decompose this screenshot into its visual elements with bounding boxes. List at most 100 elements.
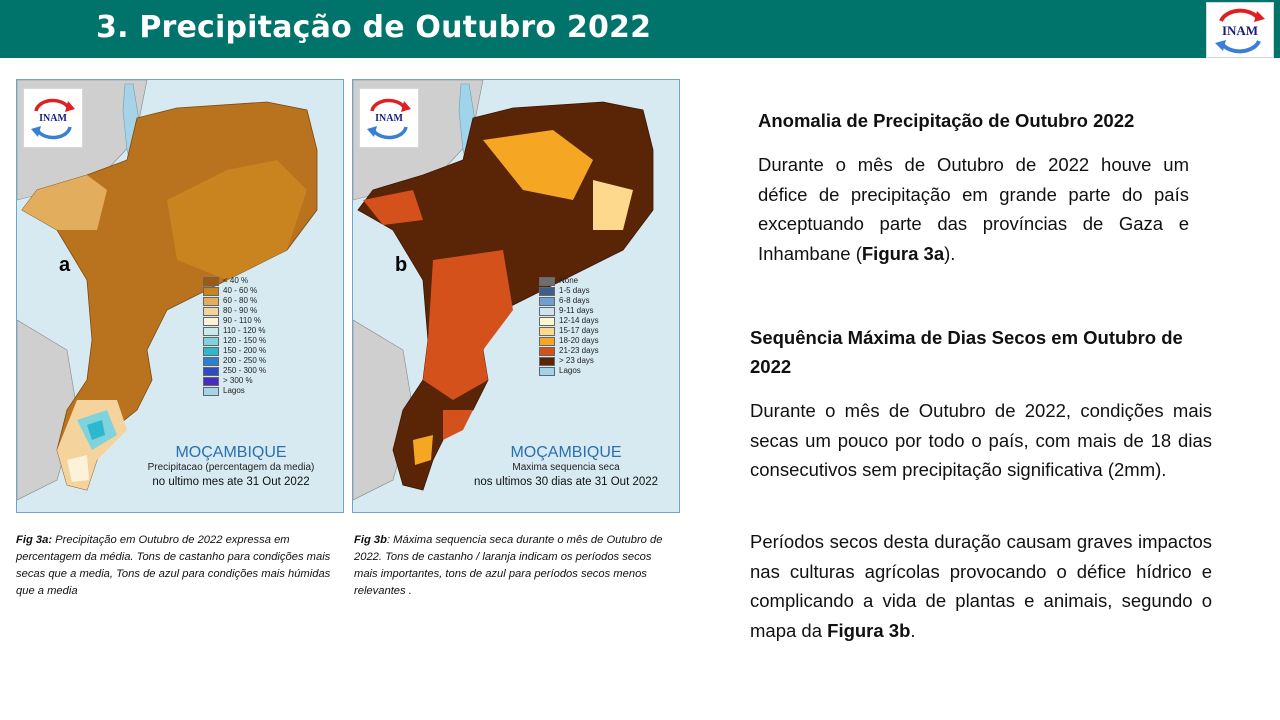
legend-item: Lagos: [539, 366, 599, 376]
legend-label: 21-23 days: [559, 346, 599, 355]
legend-swatch: [539, 346, 555, 356]
logo-arrows-icon: [31, 98, 75, 140]
section-dry-spell-title: Sequência Máxima de Dias Secos em Outubr…: [750, 327, 1183, 377]
legend-label: Lagos: [223, 386, 245, 395]
dry-spell-text-end: .: [910, 619, 916, 641]
legend-swatch: [203, 326, 219, 336]
fig-3a-caption: Fig 3a: Precipitação em Outubro de 2022 …: [16, 532, 334, 600]
map-b-caption: MOÇAMBIQUE Maxima sequencia seca nos ult…: [457, 444, 675, 488]
map-a-inam-logo: INAM: [23, 88, 83, 148]
legend-item: > 23 days: [539, 356, 599, 366]
legend-label: 150 - 200 %: [223, 346, 267, 355]
map-b-legend: None 1-5 days 6-8 days 9-11 days 12-14 days 1…: [539, 276, 599, 376]
legend-item: 6-8 days: [539, 296, 599, 306]
legend-label: Lagos: [559, 366, 581, 375]
legend-item: > 300 %: [203, 376, 266, 386]
dry-spell-text: Períodos secos desta duração causam grav…: [750, 531, 1212, 641]
map-a-legend: < 40 % 40 - 60 % 60 - 80 % 80 - 90 % 90 - 11…: [203, 276, 266, 396]
legend-swatch: [203, 276, 219, 286]
legend-swatch: [203, 336, 219, 346]
legend-label: 200 - 250 %: [223, 356, 267, 365]
legend-item: None: [539, 276, 599, 286]
section-anomaly-body: Durante o mês de Outubro de 2022 houve u…: [758, 150, 1189, 268]
legend-item: 18-20 days: [539, 336, 599, 346]
logo-arrows-icon: [1215, 8, 1265, 54]
legend-label: 40 - 60 %: [223, 286, 258, 295]
inam-logo: INAM: [1206, 2, 1274, 58]
legend-item: 150 - 200 %: [203, 346, 266, 356]
map-3b-graphic: [353, 80, 679, 512]
legend-swatch: [203, 386, 219, 396]
legend-item: 21-23 days: [539, 346, 599, 356]
header-bar: 3. Precipitação de Outubro 2022 INAM: [0, 0, 1280, 58]
legend-swatch: [539, 296, 555, 306]
anomaly-text: Durante o mês de Outubro de 2022 houve u…: [758, 154, 1189, 264]
legend-swatch: [203, 296, 219, 306]
legend-label: 80 - 90 %: [223, 306, 258, 315]
legend-item: 15-17 days: [539, 326, 599, 336]
panel-letter-a: a: [59, 254, 71, 276]
legend-label: > 300 %: [223, 376, 253, 385]
map-a-country: MOÇAMBIQUE: [175, 444, 287, 461]
legend-item: 9-11 days: [539, 306, 599, 316]
legend-label: 18-20 days: [559, 336, 599, 345]
legend-swatch: [203, 306, 219, 316]
map-a-subtitle: Precipitacao (percentagem da media): [147, 462, 315, 473]
legend-item: 60 - 80 %: [203, 296, 266, 306]
panel-letter-b: b: [395, 254, 408, 276]
legend-item: 120 - 150 %: [203, 336, 266, 346]
legend-item: < 40 %: [203, 276, 266, 286]
legend-label: 9-11 days: [559, 306, 594, 315]
legend-swatch: [539, 366, 555, 376]
map-b-subtitle: Maxima sequencia seca: [512, 462, 620, 473]
legend-swatch: [203, 316, 219, 326]
legend-label: 60 - 80 %: [223, 296, 258, 305]
fig-3b-caption: Fig 3b: Máxima sequencia seca durante o …: [354, 532, 678, 600]
legend-item: 1-5 days: [539, 286, 599, 296]
legend-label: 110 - 120 %: [223, 326, 266, 335]
legend-swatch: [203, 376, 219, 386]
anomaly-text-end: ).: [944, 242, 956, 264]
logo-text: INAM: [375, 113, 403, 124]
logo-text: INAM: [39, 113, 67, 124]
fig-3b-text: : Máxima sequencia seca durante o mês de…: [354, 534, 663, 597]
legend-label: 1-5 days: [559, 286, 590, 295]
legend-swatch: [203, 366, 219, 376]
legend-swatch: [539, 326, 555, 336]
section-dry-spell-para2: Períodos secos desta duração causam grav…: [750, 527, 1212, 645]
legend-label: 90 - 110 %: [223, 316, 262, 325]
dry-spell-figure-ref: Figura 3b: [827, 619, 911, 641]
legend-swatch: [539, 286, 555, 296]
legend-item: 250 - 300 %: [203, 366, 266, 376]
logo-text: INAM: [1221, 23, 1259, 38]
map-a-period: no ultimo mes ate 31 Out 2022: [152, 476, 310, 488]
legend-swatch: [203, 356, 219, 366]
legend-swatch: [539, 276, 555, 286]
fig-3b-label: Fig 3b: [354, 534, 387, 546]
legend-swatch: [539, 356, 555, 366]
map-a-caption: MOÇAMBIQUE Precipitacao (percentagem da …: [127, 444, 335, 488]
section-anomaly-title: Anomalia de Precipitação de Outubro 2022: [758, 110, 1135, 131]
map-3a-precipitation-anomaly: INAM a < 40 % 40 - 60 % 60 - 80 % 80 - 90 %…: [16, 79, 344, 513]
legend-swatch: [203, 286, 219, 296]
legend-item: 40 - 60 %: [203, 286, 266, 296]
anomaly-figure-ref: Figura 3a: [861, 242, 945, 264]
legend-swatch: [203, 346, 219, 356]
map-b-country: MOÇAMBIQUE: [510, 444, 622, 461]
map-3a-graphic: [17, 80, 343, 512]
fig-3a-text: Precipitação em Outubro de 2022 expressa…: [16, 534, 331, 597]
legend-label: 6-8 days: [559, 296, 590, 305]
map-3b-max-dry-spell: INAM b None 1-5 days 6-8 days 9-11 days 12-1…: [352, 79, 680, 513]
page-title: 3. Precipitação de Outubro 2022: [96, 10, 652, 45]
section-dry-spell-para1: Durante o mês de Outubro de 2022, condiç…: [750, 400, 1212, 480]
legend-item: 12-14 days: [539, 316, 599, 326]
legend-swatch: [539, 306, 555, 316]
logo-arrows-icon: [367, 98, 411, 140]
legend-swatch: [539, 316, 555, 326]
legend-item: 200 - 250 %: [203, 356, 266, 366]
map-b-inam-logo: INAM: [359, 88, 419, 148]
legend-label: 12-14 days: [559, 316, 599, 325]
map-b-period: nos ultimos 30 dias ate 31 Out 2022: [473, 476, 659, 488]
legend-label: 120 - 150 %: [223, 336, 267, 345]
legend-label: > 23 days: [559, 356, 594, 365]
